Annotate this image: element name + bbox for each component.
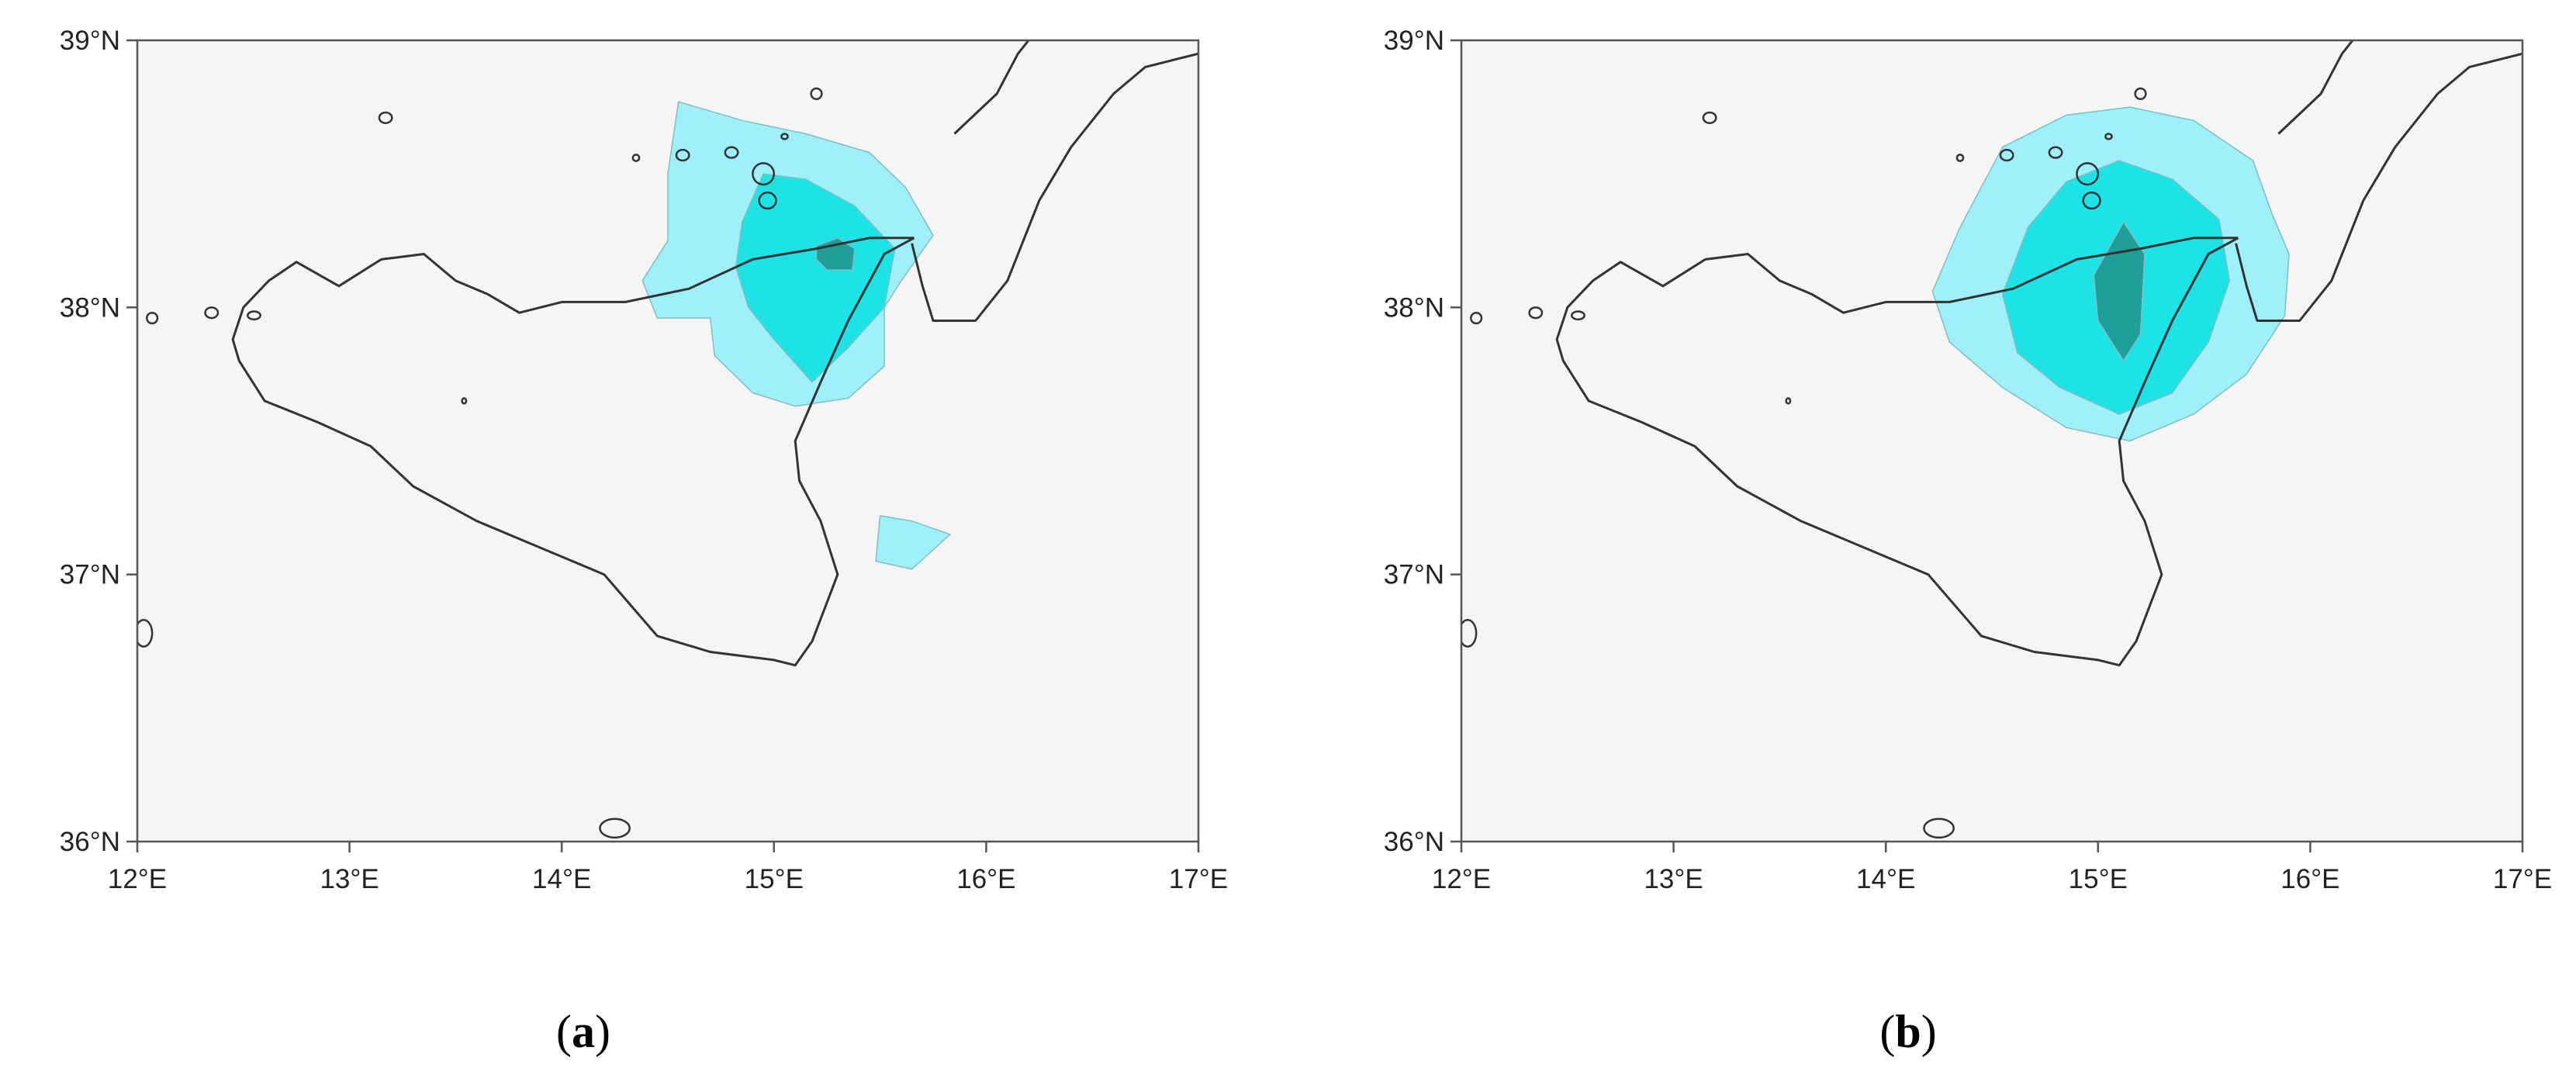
island-12 [1461,618,1478,648]
map-a: 12°E 13°E 14°E 15°E 16°E 17°E 36°N 37°N 38°N 39°N [60,26,1228,894]
island-2 [724,146,739,159]
lon-tick-label: 14°E [1856,864,1915,894]
island-12 [137,618,154,648]
lon-tick-label: 13°E [320,864,379,894]
lat-tick-label: 39°N [1384,26,1444,56]
island-9 [1528,306,1544,320]
island-5 [2134,87,2147,101]
map-background [1461,40,2522,842]
map-b: 12°E 13°E 14°E 15°E 16°E 17°E 36°N 37°N 38°N 39°N [1384,26,2552,894]
island-2 [2048,146,2063,159]
lat-tick-label: 39°N [60,26,120,56]
map-frame [1460,39,2524,843]
lon-tick-label: 15°E [745,864,804,894]
island-7 [378,111,393,124]
panel-a: 12°E 13°E 14°E 15°E 16°E 17°E 36°N 37°N 38°N 39°N… [60,26,1228,1057]
contour-high-0 [2093,221,2146,361]
island-11 [461,397,468,405]
island-13 [1923,818,1955,839]
island-3 [675,148,690,162]
island-3 [1999,148,2014,162]
lon-tick-label: 12°E [108,864,167,894]
lat-tick-label: 38°N [60,292,120,323]
island-9 [204,306,220,320]
island-5 [810,87,823,101]
island-4 [631,154,641,162]
lon-tick-label: 16°E [956,864,1015,894]
lat-tick-label: 38°N [1384,292,1444,323]
island-1 [2082,192,2101,210]
lon-tick-label: 13°E [1644,864,1703,894]
island-6 [2104,133,2113,140]
island-0 [752,162,776,186]
lon-tick-label: 12°E [1432,864,1491,894]
lat-tick-label: 37°N [1384,560,1444,590]
island-1 [758,192,777,210]
panel-caption-a: (a) [556,1006,610,1057]
island-11 [1785,397,1792,405]
island-0 [2076,162,2100,186]
coastline-calabria [911,52,1198,322]
island-13 [599,818,631,839]
island-10 [146,311,159,325]
lat-tick-label: 36°N [60,827,120,857]
coastline-sicily [1555,237,2239,667]
map-frame [136,39,1200,843]
lon-tick-label: 17°E [2493,864,2552,894]
island-6 [780,133,789,140]
island-10 [1470,311,1483,325]
panel-caption-b: (b) [1879,1006,1936,1057]
panel-b: 12°E 13°E 14°E 15°E 16°E 17°E 36°N 37°N 38°N 39°N… [1384,26,2552,1057]
coastline-calabria-north [953,40,1030,135]
island-8 [247,310,261,321]
lat-tick-label: 37°N [60,560,120,590]
coastline-calabria-north [2277,40,2354,135]
island-7 [1702,111,1717,124]
coastline-calabria [2235,52,2522,322]
contour-low-1 [875,515,951,570]
coastline-sicily [231,237,915,667]
lon-tick-label: 16°E [2280,864,2339,894]
map-background [137,40,1198,842]
contour-mid-0 [735,173,896,383]
lon-tick-label: 15°E [2069,864,2128,894]
lon-tick-label: 17°E [1169,864,1228,894]
island-4 [1955,154,1965,162]
lat-tick-label: 36°N [1384,827,1444,857]
island-8 [1571,310,1585,321]
lon-tick-label: 14°E [532,864,591,894]
